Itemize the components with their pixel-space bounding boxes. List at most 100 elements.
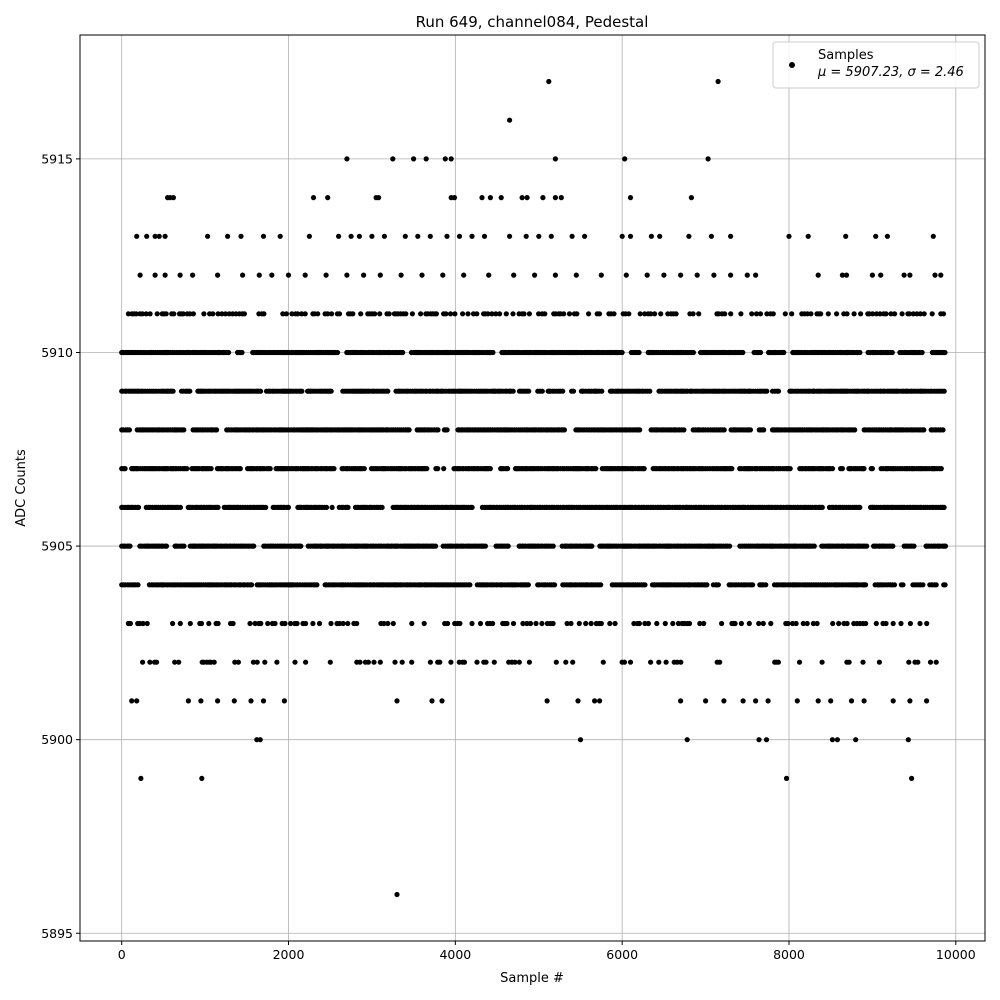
data-point bbox=[295, 311, 301, 317]
data-point bbox=[941, 388, 947, 394]
data-point bbox=[711, 272, 717, 278]
data-point bbox=[469, 233, 475, 239]
data-point bbox=[933, 659, 939, 665]
data-point bbox=[400, 349, 406, 356]
data-point bbox=[586, 311, 592, 317]
data-point bbox=[525, 582, 532, 588]
data-point bbox=[873, 620, 879, 627]
data-point bbox=[331, 466, 337, 472]
data-point bbox=[844, 620, 850, 627]
data-point bbox=[281, 698, 287, 704]
data-point bbox=[503, 311, 509, 317]
data-point bbox=[869, 466, 876, 472]
data-point bbox=[398, 272, 404, 278]
data-point bbox=[728, 311, 734, 317]
data-point bbox=[344, 156, 350, 162]
data-point bbox=[552, 582, 558, 588]
data-point bbox=[749, 311, 755, 317]
data-point bbox=[385, 620, 391, 627]
data-point bbox=[135, 504, 142, 510]
data-point bbox=[285, 272, 292, 278]
data-point bbox=[697, 620, 703, 627]
data-point bbox=[721, 427, 727, 433]
data-point bbox=[648, 233, 655, 239]
data-point bbox=[619, 233, 625, 239]
data-point bbox=[336, 233, 342, 239]
data-point bbox=[942, 582, 948, 588]
data-point bbox=[137, 272, 143, 278]
data-point bbox=[717, 659, 723, 665]
data-point bbox=[310, 195, 317, 201]
data-point bbox=[924, 620, 930, 627]
data-point bbox=[597, 698, 603, 704]
data-point bbox=[582, 233, 588, 239]
data-point bbox=[190, 272, 196, 278]
data-point bbox=[890, 543, 896, 549]
data-point bbox=[599, 388, 605, 394]
data-point bbox=[750, 582, 756, 588]
data-point bbox=[612, 620, 618, 627]
data-point bbox=[267, 466, 273, 472]
data-point bbox=[814, 620, 820, 627]
data-point bbox=[177, 504, 183, 510]
data-point bbox=[288, 620, 294, 627]
data-point bbox=[377, 311, 383, 317]
data-point bbox=[819, 659, 825, 665]
data-point bbox=[371, 659, 377, 665]
data-point bbox=[190, 311, 196, 317]
y-axis-ticks: 5895 5900 5905 5910 5915 bbox=[41, 151, 80, 941]
y-tick-label: 5915 bbox=[41, 151, 73, 166]
data-point bbox=[552, 272, 559, 278]
data-point bbox=[376, 195, 382, 201]
data-point bbox=[940, 427, 946, 433]
data-point bbox=[686, 620, 693, 627]
data-point bbox=[756, 737, 762, 743]
data-point bbox=[340, 620, 346, 627]
data-point bbox=[645, 620, 652, 627]
data-point bbox=[684, 737, 690, 743]
data-point bbox=[898, 620, 904, 627]
data-point bbox=[519, 195, 525, 201]
data-point bbox=[237, 466, 243, 472]
data-point bbox=[344, 272, 350, 278]
data-point bbox=[187, 620, 193, 627]
y-tick-label: 5905 bbox=[41, 539, 73, 554]
data-point bbox=[507, 117, 513, 123]
data-point bbox=[721, 698, 727, 704]
data-point bbox=[497, 311, 503, 317]
data-point bbox=[839, 466, 846, 472]
data-point bbox=[764, 311, 770, 317]
data-point bbox=[738, 311, 744, 317]
data-point bbox=[328, 388, 334, 394]
data-point bbox=[588, 620, 594, 627]
data-point bbox=[593, 466, 599, 472]
data-point bbox=[533, 620, 539, 627]
data-point bbox=[636, 349, 642, 356]
data-point bbox=[445, 620, 451, 627]
data-point bbox=[372, 311, 378, 317]
data-point bbox=[524, 195, 530, 201]
data-point bbox=[641, 466, 647, 472]
y-axis-label: ADC Counts bbox=[14, 449, 29, 527]
data-point bbox=[805, 233, 811, 239]
data-point bbox=[884, 233, 891, 239]
data-point bbox=[796, 659, 803, 665]
data-point bbox=[299, 388, 305, 394]
data-point bbox=[406, 427, 412, 433]
data-point bbox=[598, 620, 604, 627]
data-point bbox=[329, 311, 335, 317]
data-point bbox=[467, 582, 473, 588]
data-point bbox=[560, 388, 566, 394]
data-point bbox=[418, 311, 424, 317]
data-point bbox=[176, 659, 182, 665]
data-point bbox=[648, 311, 654, 317]
data-point bbox=[140, 659, 146, 665]
x-axis-ticks: 0 2000 4000 6000 8000 10000 bbox=[118, 941, 976, 962]
data-point bbox=[644, 272, 650, 278]
data-point bbox=[510, 620, 517, 627]
data-point bbox=[185, 698, 191, 704]
data-point bbox=[238, 233, 244, 239]
data-point bbox=[930, 233, 936, 239]
data-point bbox=[678, 272, 684, 278]
